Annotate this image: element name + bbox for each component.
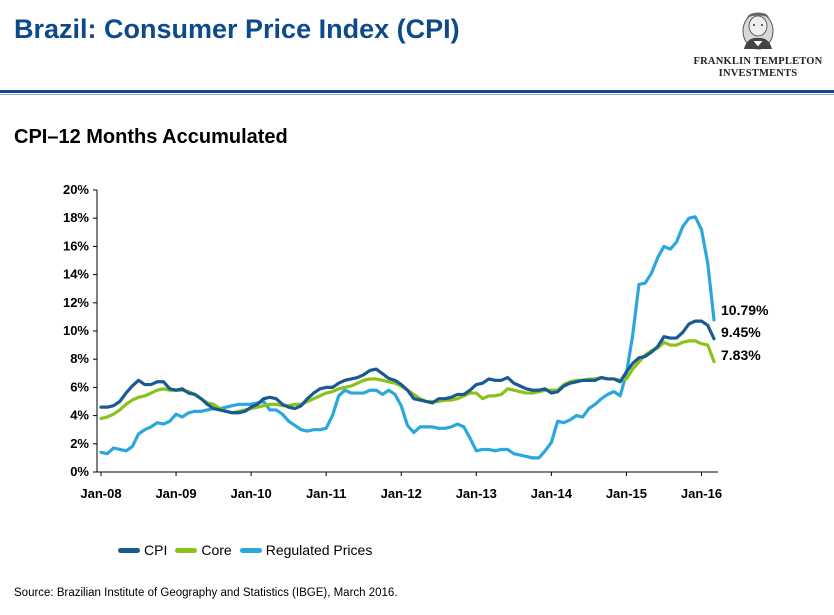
legend-label-regulated: Regulated Prices (265, 542, 373, 558)
logo-text-investments: INVESTMENTS (718, 68, 798, 79)
y-tick-label: 4% (70, 408, 89, 423)
page-title: Brazil: Consumer Price Index (CPI) (14, 14, 460, 44)
legend-item-regulated: Regulated Prices (239, 542, 373, 558)
y-tick-label: 6% (70, 379, 89, 394)
series-line-cpi (99, 319, 716, 415)
x-tick-label: Jan-08 (80, 486, 121, 501)
y-tick-label: 20% (63, 182, 89, 197)
end-label-cpi: 9.45% (721, 324, 761, 340)
end-label-regulated-prices: 10.79% (721, 302, 769, 318)
y-tick-label: 0% (70, 464, 89, 479)
x-tick-label: Jan-16 (681, 486, 722, 501)
y-tick-label: 16% (63, 238, 89, 253)
chart-series (99, 215, 716, 460)
end-label-core: 7.83% (721, 347, 761, 363)
x-tick-label: Jan-13 (456, 486, 497, 501)
chart-legend: CPI Core Regulated Prices (118, 542, 380, 558)
legend-item-cpi: CPI (118, 542, 167, 558)
x-tick-label: Jan-10 (231, 486, 272, 501)
legend-label-cpi: CPI (144, 542, 168, 558)
y-tick-label: 10% (63, 323, 89, 338)
chart-title: CPI–12 Months Accumulated (14, 126, 288, 148)
x-tick-label: Jan-12 (381, 486, 422, 501)
source-note: Source: Brazilian Institute of Geography… (14, 587, 398, 599)
logo-text-franklin: FRANKLIN TEMPLETON (693, 56, 823, 67)
legend-item-core: Core (175, 542, 232, 558)
legend-swatch-core (175, 547, 198, 553)
x-tick-label: Jan-14 (531, 486, 573, 501)
legend-label-core: Core (201, 542, 232, 558)
y-tick-label: 2% (70, 436, 89, 451)
chart-axes: 0% 2% 4% 6% 8% 10% 12% 14% 16% 18% 20% Jan-08 Jan-09… (63, 182, 722, 501)
legend-swatch-regulated (239, 547, 262, 553)
company-logo: FRANKLIN TEMPLETON INVESTMENTS (688, 10, 828, 92)
y-tick-label: 8% (70, 351, 89, 366)
header-divider (0, 90, 834, 93)
series-line-regulated-prices (99, 215, 716, 460)
header-divider-thin (0, 94, 834, 95)
chart-end-labels: 10.79% 9.45% 7.83% (721, 302, 769, 363)
legend-swatch-cpi (118, 547, 140, 553)
y-tick-label: 18% (63, 210, 89, 225)
x-tick-label: Jan-11 (306, 486, 346, 501)
y-tick-label: 14% (63, 267, 89, 282)
y-tick-label: 12% (63, 295, 89, 310)
x-tick-label: Jan-15 (606, 486, 647, 501)
x-tick-label: Jan-09 (155, 486, 196, 501)
cpi-line-chart: 0% 2% 4% 6% 8% 10% 12% 14% 16% 18% 20% Jan-08 Jan-09… (63, 182, 769, 501)
portrait-emblem-icon (742, 12, 774, 50)
